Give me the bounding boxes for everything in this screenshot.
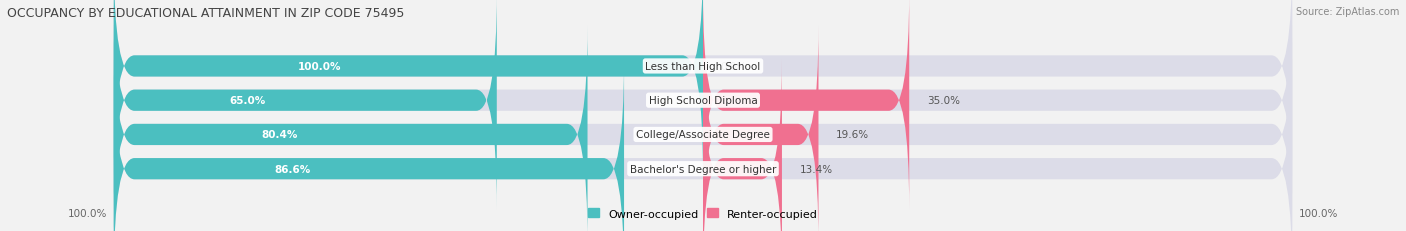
Text: 100.0%: 100.0% <box>298 62 342 72</box>
Text: OCCUPANCY BY EDUCATIONAL ATTAINMENT IN ZIP CODE 75495: OCCUPANCY BY EDUCATIONAL ATTAINMENT IN Z… <box>7 7 405 20</box>
Text: 13.4%: 13.4% <box>800 164 832 174</box>
FancyBboxPatch shape <box>114 0 496 210</box>
Text: 65.0%: 65.0% <box>229 96 266 106</box>
Text: 35.0%: 35.0% <box>927 96 960 106</box>
Text: Less than High School: Less than High School <box>645 62 761 72</box>
Text: 100.0%: 100.0% <box>1299 208 1339 218</box>
FancyBboxPatch shape <box>114 0 1292 175</box>
Text: 0.0%: 0.0% <box>721 62 747 72</box>
Legend: Owner-occupied, Renter-occupied: Owner-occupied, Renter-occupied <box>583 204 823 223</box>
Text: 100.0%: 100.0% <box>67 208 107 218</box>
FancyBboxPatch shape <box>114 60 1292 231</box>
FancyBboxPatch shape <box>114 0 703 175</box>
FancyBboxPatch shape <box>703 60 782 231</box>
FancyBboxPatch shape <box>114 26 1292 231</box>
Text: 86.6%: 86.6% <box>274 164 311 174</box>
FancyBboxPatch shape <box>703 0 910 210</box>
Text: Source: ZipAtlas.com: Source: ZipAtlas.com <box>1295 7 1399 17</box>
Text: 80.4%: 80.4% <box>262 130 298 140</box>
FancyBboxPatch shape <box>114 0 1292 210</box>
FancyBboxPatch shape <box>114 26 588 231</box>
FancyBboxPatch shape <box>114 60 624 231</box>
Text: Bachelor's Degree or higher: Bachelor's Degree or higher <box>630 164 776 174</box>
Text: High School Diploma: High School Diploma <box>648 96 758 106</box>
FancyBboxPatch shape <box>703 26 818 231</box>
Text: College/Associate Degree: College/Associate Degree <box>636 130 770 140</box>
Text: 19.6%: 19.6% <box>837 130 869 140</box>
